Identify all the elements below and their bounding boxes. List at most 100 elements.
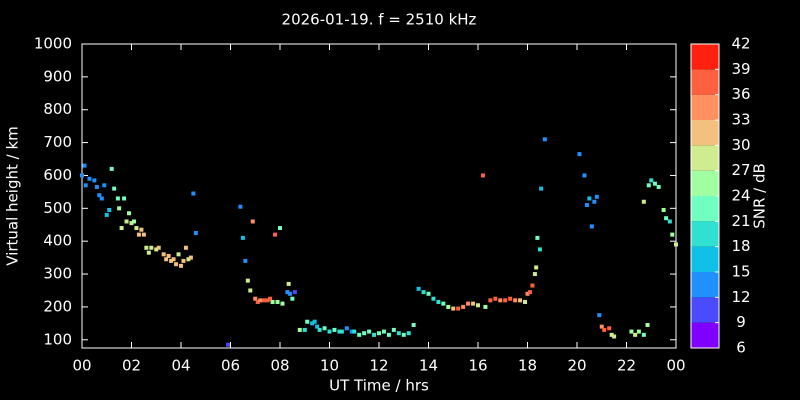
data-point <box>124 219 129 224</box>
data-point <box>87 176 92 181</box>
colorbar-tick-label: 12 <box>731 288 750 306</box>
data-point <box>104 212 109 217</box>
data-point <box>339 329 344 334</box>
data-point <box>602 327 607 332</box>
data-point <box>154 247 159 252</box>
data-point <box>636 329 641 334</box>
data-point <box>290 296 295 301</box>
data-point <box>156 245 161 250</box>
data-point <box>535 235 540 240</box>
data-point <box>302 327 307 332</box>
data-point <box>411 322 416 327</box>
data-point <box>193 230 198 235</box>
data-point <box>265 298 270 303</box>
data-point <box>129 221 134 226</box>
data-point <box>587 196 592 201</box>
data-point <box>488 298 493 303</box>
colorbar-segment <box>691 221 719 247</box>
data-point <box>285 290 290 295</box>
data-point <box>270 299 275 304</box>
data-point <box>240 235 245 240</box>
data-point <box>584 203 589 208</box>
data-point <box>416 286 421 291</box>
colorbar-segment <box>691 322 719 348</box>
data-point <box>112 186 117 191</box>
data-point <box>188 255 193 260</box>
data-point <box>401 332 406 337</box>
data-point <box>286 281 291 286</box>
colorbar-segment <box>691 120 719 146</box>
colorbar-tick-label: 30 <box>731 136 750 154</box>
x-tick-label: 02 <box>122 357 141 375</box>
data-point <box>641 332 646 337</box>
data-point <box>503 298 508 303</box>
data-point <box>396 331 401 336</box>
data-point <box>527 290 532 295</box>
data-point <box>127 211 132 216</box>
x-tick-label: 12 <box>369 357 388 375</box>
data-point <box>518 298 523 303</box>
data-point <box>508 296 513 301</box>
data-point <box>186 257 191 262</box>
colorbar-segment <box>691 145 719 171</box>
data-point <box>245 278 250 283</box>
y-tick-label: 700 <box>43 133 72 151</box>
data-point <box>141 232 146 237</box>
data-point <box>537 247 542 252</box>
data-point <box>362 331 367 336</box>
data-point <box>312 319 317 324</box>
data-point <box>483 304 488 309</box>
y-tick-label: 500 <box>43 199 72 217</box>
colorbar-segment <box>691 297 719 323</box>
x-axis-label: UT Time / hrs <box>329 377 429 395</box>
data-point <box>297 327 302 332</box>
data-point <box>645 322 650 327</box>
data-point <box>174 262 179 267</box>
data-point <box>431 296 436 301</box>
data-point <box>349 329 354 334</box>
y-tick-label: 800 <box>43 100 72 118</box>
data-point <box>594 194 599 199</box>
x-tick-label: 04 <box>171 357 190 375</box>
colorbar-segment <box>691 69 719 95</box>
data-point <box>292 290 297 295</box>
data-point <box>633 332 638 337</box>
data-point <box>139 227 144 232</box>
data-point <box>183 245 188 250</box>
data-point <box>386 332 391 337</box>
data-point <box>261 298 266 303</box>
x-tick-label: 18 <box>518 357 537 375</box>
data-point <box>238 204 243 209</box>
colorbar-tick-label: 15 <box>731 263 750 281</box>
data-point <box>243 258 248 263</box>
data-point <box>406 331 411 336</box>
data-point <box>599 324 604 329</box>
x-tick-label: 08 <box>270 357 289 375</box>
data-point <box>273 232 278 237</box>
data-point <box>80 173 84 178</box>
data-point <box>577 152 582 157</box>
data-point <box>646 183 651 188</box>
data-point <box>107 207 112 212</box>
data-point <box>421 290 426 295</box>
y-tick-label: 300 <box>43 265 72 283</box>
data-point <box>530 283 535 288</box>
colorbar-segment <box>691 272 719 298</box>
data-point <box>250 219 255 224</box>
data-point <box>609 332 614 337</box>
data-point <box>493 296 498 301</box>
data-point <box>451 306 456 311</box>
colorbar-tick-label: 39 <box>731 60 750 78</box>
data-point <box>280 301 285 306</box>
data-point <box>315 324 320 329</box>
data-point <box>171 257 176 262</box>
data-point <box>656 184 661 189</box>
chart-title: 2026-01-19. f = 2510 kHz <box>282 11 477 29</box>
data-point <box>149 245 154 250</box>
data-point <box>670 232 675 237</box>
data-point <box>523 299 528 304</box>
data-point <box>381 329 386 334</box>
colorbar-tick-label: 33 <box>731 111 750 129</box>
